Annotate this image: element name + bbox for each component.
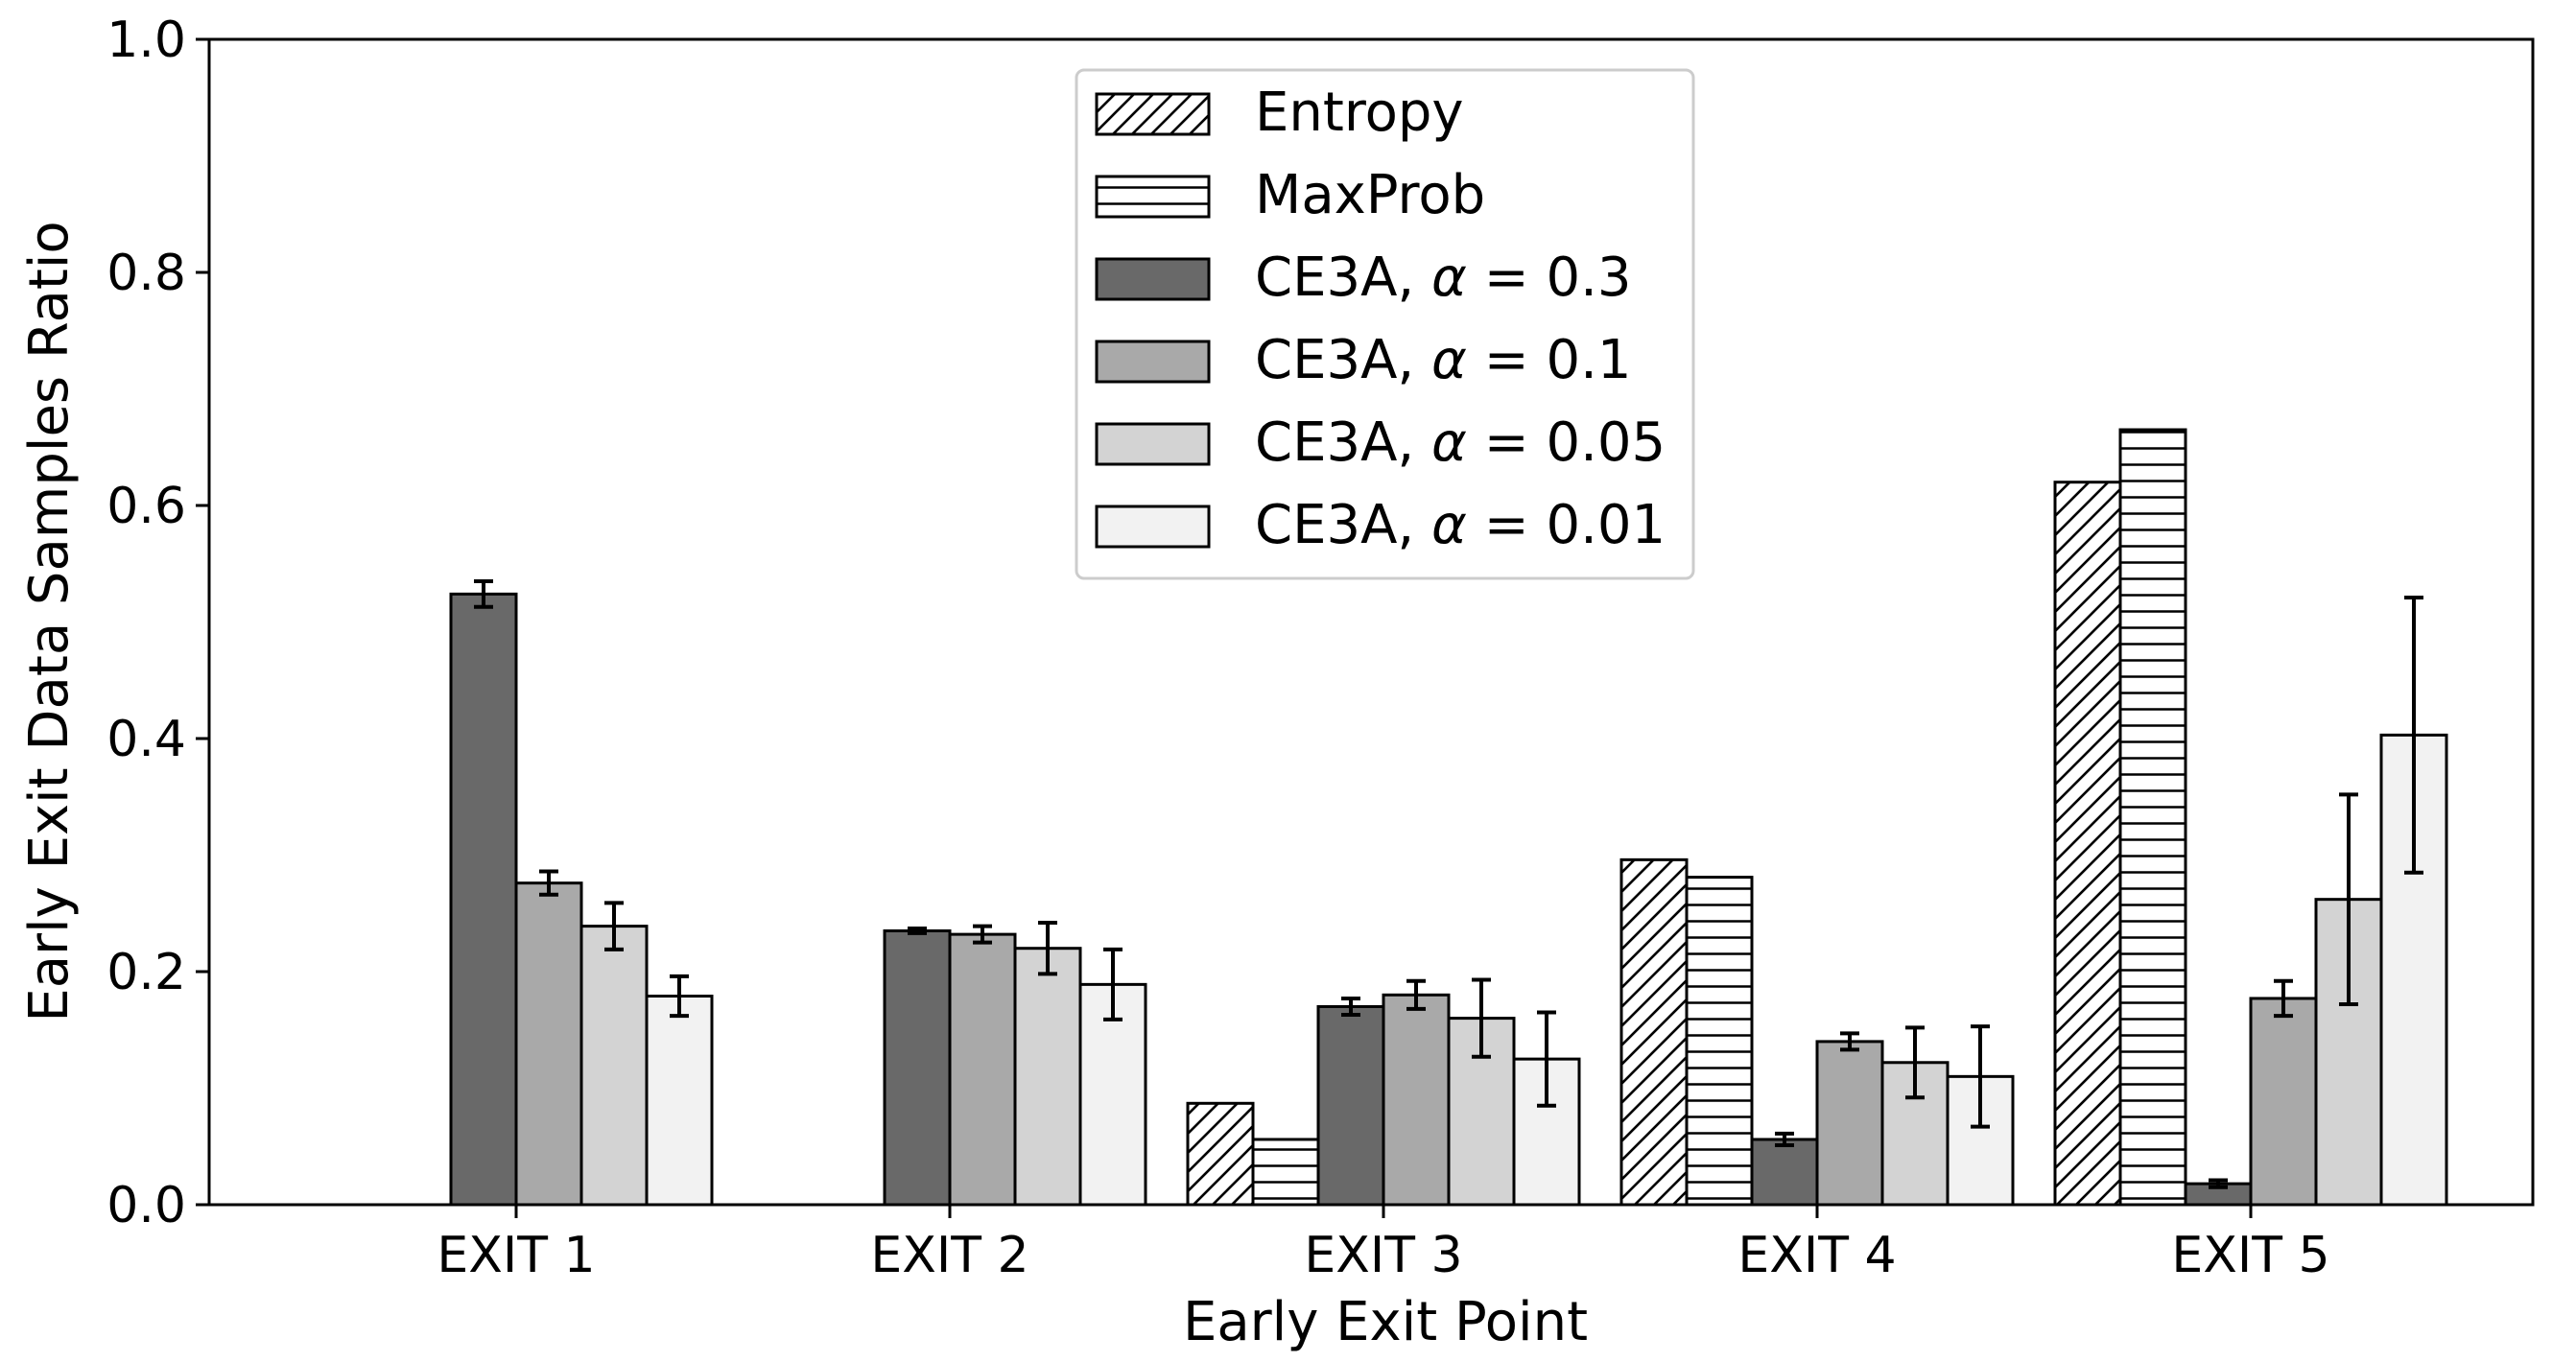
legend-label: CE3A, α = 0.1 — [1255, 329, 1632, 391]
error-bar-0-5 — [670, 974, 689, 1019]
y-tick-label: 0.2 — [106, 944, 186, 1001]
error-bar-4-4 — [2339, 792, 2358, 1007]
bar-2-1 — [1251, 1138, 1320, 1207]
legend-label: CE3A, α = 0.3 — [1255, 247, 1632, 309]
y-axis-label: Early Exit Data Samples Ratio — [18, 221, 81, 1022]
error-bar-0-2 — [474, 578, 493, 609]
axes-frame — [207, 37, 2535, 1207]
error-bar-3-4 — [1905, 1025, 1925, 1100]
bar-0-2 — [449, 592, 518, 1207]
bar-0-5 — [645, 995, 714, 1207]
error-bar-2-3 — [1406, 978, 1426, 1011]
bar-0-3 — [514, 881, 583, 1207]
error-bar-1-3 — [973, 924, 992, 945]
legend-label: Entropy — [1255, 82, 1464, 144]
plot-area: 0.0 0.2 0.4 0.6 0.8 1.0 EXIT 1 EXIT 2 EXIT 3 EXI… — [106, 12, 2535, 1284]
bar-0-4 — [579, 925, 649, 1207]
y-tick-label: 0.4 — [106, 711, 186, 768]
x-axis-label: Early Exit Point — [1183, 1291, 1588, 1353]
error-bar-1-2 — [908, 927, 927, 935]
bar-3-2 — [1750, 1138, 1819, 1207]
error-bar-4-2 — [2209, 1178, 2228, 1189]
x-tick-label: EXIT 1 — [437, 1227, 595, 1284]
legend-swatch — [1095, 422, 1211, 466]
y-tick-label: 0.6 — [106, 478, 186, 535]
x-tick-label: EXIT 3 — [1304, 1227, 1462, 1284]
error-bar-1-5 — [1103, 947, 1123, 1022]
legend-swatch — [1095, 505, 1211, 549]
legend-frame — [1075, 68, 1695, 580]
y-tick-label: 1.0 — [106, 12, 186, 69]
error-bar-3-2 — [1775, 1131, 1794, 1148]
bar-4-1 — [2118, 428, 2187, 1207]
error-bar-0-3 — [539, 869, 558, 897]
bar-2-2 — [1316, 1004, 1385, 1207]
error-bar-4-5 — [2404, 595, 2423, 875]
error-bar-3-5 — [1971, 1024, 1990, 1129]
bar-2-0 — [1186, 1101, 1255, 1207]
error-bar-2-4 — [1472, 977, 1491, 1059]
error-bar-4-3 — [2274, 978, 2293, 1019]
x-tick-label: EXIT 4 — [1737, 1227, 1896, 1284]
legend-swatch — [1095, 340, 1211, 384]
legend-swatch — [1095, 257, 1211, 301]
error-bar-2-2 — [1341, 996, 1360, 1017]
bar-3-3 — [1815, 1040, 1884, 1207]
error-bar-2-5 — [1537, 1010, 1556, 1108]
bar-2-3 — [1382, 993, 1451, 1207]
y-tick-label: 0.0 — [106, 1177, 186, 1234]
x-tick-label: EXIT 5 — [2171, 1227, 2329, 1284]
x-tick-label: EXIT 2 — [870, 1227, 1028, 1284]
legend-swatch — [1095, 175, 1211, 219]
bar-4-3 — [2249, 997, 2318, 1207]
y-tick-label: 0.8 — [106, 245, 186, 302]
legend-label: CE3A, α = 0.05 — [1255, 411, 1666, 474]
bar-4-0 — [2053, 481, 2122, 1207]
bar-3-0 — [1619, 857, 1689, 1207]
legend-label: CE3A, α = 0.01 — [1255, 494, 1666, 556]
bar-1-2 — [883, 928, 952, 1207]
legend-swatch — [1095, 92, 1211, 136]
legend: Entropy MaxProb CE3A, α = 0.3 CE3A, α = 0.1… — [1075, 68, 1695, 580]
bar-1-3 — [948, 932, 1017, 1207]
error-bar-1-4 — [1038, 920, 1057, 976]
bar-1-4 — [1013, 947, 1082, 1207]
bar-3-1 — [1685, 876, 1754, 1207]
error-bar-0-4 — [604, 901, 624, 951]
error-bar-3-3 — [1840, 1031, 1859, 1052]
legend-label: MaxProb — [1255, 164, 1485, 226]
